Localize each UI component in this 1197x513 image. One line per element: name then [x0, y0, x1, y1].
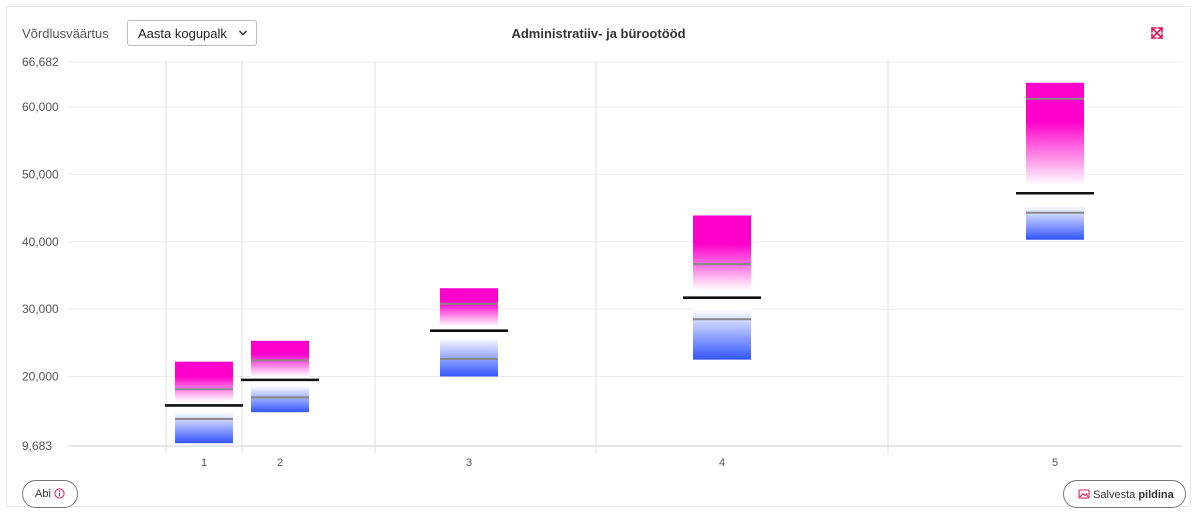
compare-label: Võrdlusväärtus	[22, 26, 109, 41]
y-tick-label: 60,000	[22, 100, 59, 114]
salary-range-box[interactable]	[440, 288, 498, 377]
save-image-button[interactable]: Salvesta pildina	[1063, 480, 1186, 508]
salary-range-box[interactable]	[175, 361, 233, 444]
x-tick-label: 1	[201, 457, 207, 469]
info-circle-icon	[54, 488, 65, 499]
expand-arrows-icon[interactable]	[1148, 24, 1166, 42]
chevron-down-icon	[238, 30, 248, 36]
help-button[interactable]: Abi	[22, 480, 78, 508]
save-label-bold: pildina	[1138, 489, 1174, 501]
y-tick-label: 50,000	[22, 167, 59, 181]
salary-range-box[interactable]	[1026, 82, 1084, 240]
compare-select[interactable]: Aasta kogupalk	[127, 20, 257, 46]
chart-title: Administratiiv- ja bürootööd	[511, 26, 686, 41]
salary-range-box[interactable]	[251, 340, 309, 413]
y-tick-label: 20,000	[22, 369, 59, 383]
y-tick-label: 66,682	[22, 55, 59, 69]
image-icon	[1078, 489, 1090, 499]
y-tick-label: 30,000	[22, 302, 59, 316]
x-tick-label: 4	[719, 457, 725, 469]
compare-select-value: Aasta kogupalk	[138, 26, 227, 41]
salary-range-box[interactable]	[693, 215, 751, 360]
y-tick-label: 40,000	[22, 235, 59, 249]
x-tick-label: 3	[466, 457, 472, 469]
help-label: Abi	[35, 488, 51, 500]
save-label-prefix: Salvesta	[1093, 489, 1136, 501]
y-tick-label: 9,683	[22, 439, 52, 453]
x-tick-label: 5	[1052, 457, 1058, 469]
x-tick-label: 2	[277, 457, 283, 469]
